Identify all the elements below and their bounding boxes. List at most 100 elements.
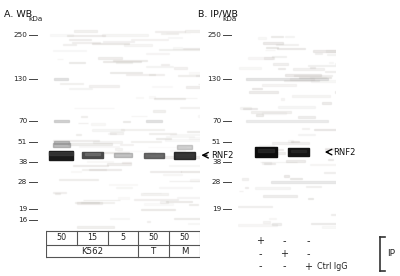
Bar <box>326 54 358 55</box>
Bar <box>154 98 185 99</box>
Bar <box>114 153 132 157</box>
Bar <box>54 193 60 194</box>
Text: 15: 15 <box>87 233 97 242</box>
Bar <box>54 140 69 144</box>
Text: 250: 250 <box>13 32 27 38</box>
Bar <box>168 37 182 38</box>
Bar <box>324 172 335 173</box>
Bar <box>272 223 281 225</box>
Bar <box>189 72 222 73</box>
Text: kDa: kDa <box>28 15 42 22</box>
Bar <box>160 49 202 51</box>
Bar <box>188 223 216 224</box>
Bar <box>164 174 182 175</box>
Bar <box>272 55 286 57</box>
Text: 50: 50 <box>149 233 159 242</box>
Text: 130: 130 <box>13 76 27 82</box>
Bar <box>144 153 164 158</box>
Bar <box>170 134 207 135</box>
Bar <box>315 52 322 54</box>
Text: kDa: kDa <box>222 15 236 22</box>
Bar <box>178 153 188 154</box>
Bar <box>306 186 320 187</box>
Bar <box>75 202 99 203</box>
Bar <box>325 71 347 73</box>
Bar <box>109 184 138 185</box>
Bar <box>113 60 146 61</box>
Bar <box>76 134 81 135</box>
Bar <box>290 178 302 179</box>
Bar <box>74 30 97 32</box>
Bar <box>166 201 192 202</box>
Bar <box>116 187 132 188</box>
Bar <box>252 88 262 89</box>
Bar <box>169 164 208 166</box>
Bar <box>92 43 129 44</box>
Bar <box>286 160 305 162</box>
Text: 5: 5 <box>120 233 126 242</box>
Bar <box>82 152 103 158</box>
Text: -: - <box>306 236 310 246</box>
Bar <box>166 136 194 137</box>
Text: -: - <box>258 249 262 259</box>
Bar <box>313 50 349 52</box>
Bar <box>110 132 123 134</box>
Bar <box>265 50 275 51</box>
Bar <box>263 221 270 223</box>
Bar <box>196 75 233 76</box>
Text: -: - <box>282 236 286 246</box>
Bar <box>299 77 331 78</box>
Bar <box>54 120 69 122</box>
Bar <box>82 169 106 170</box>
Bar <box>89 86 119 87</box>
Bar <box>298 134 315 136</box>
Bar <box>96 152 129 153</box>
Bar <box>278 68 285 69</box>
Bar <box>314 129 353 131</box>
Bar <box>258 149 274 152</box>
Bar <box>53 143 70 147</box>
Bar <box>93 141 122 143</box>
Text: T: T <box>151 247 156 256</box>
Bar <box>181 171 220 172</box>
Bar <box>285 74 320 76</box>
Bar <box>148 96 156 98</box>
Bar <box>248 57 273 59</box>
Bar <box>107 163 132 165</box>
Bar <box>262 162 270 164</box>
Bar <box>103 61 141 62</box>
Text: 28: 28 <box>18 179 27 185</box>
Bar <box>81 116 87 117</box>
Text: +: + <box>256 236 264 246</box>
Text: 38: 38 <box>212 159 221 165</box>
Bar <box>149 74 155 75</box>
Text: M: M <box>181 247 188 256</box>
Bar <box>174 67 187 68</box>
Bar <box>278 107 315 108</box>
Bar <box>84 153 100 155</box>
Bar <box>174 152 195 159</box>
Bar <box>178 75 212 76</box>
Bar <box>67 34 105 36</box>
Bar <box>238 224 277 226</box>
Bar <box>70 88 92 89</box>
Bar <box>146 120 162 122</box>
Bar <box>49 152 74 155</box>
Bar <box>73 165 108 166</box>
Bar <box>267 152 285 154</box>
Bar <box>123 121 130 122</box>
Bar <box>92 129 124 131</box>
Bar <box>126 74 164 75</box>
Text: 250: 250 <box>207 32 221 38</box>
Text: 19: 19 <box>18 206 27 211</box>
Text: 19: 19 <box>212 206 221 211</box>
Bar <box>136 97 143 98</box>
Bar <box>103 41 134 42</box>
Bar <box>110 72 142 73</box>
Bar <box>163 156 208 158</box>
Bar <box>116 62 132 63</box>
Bar <box>180 107 200 108</box>
Bar <box>284 176 289 177</box>
Bar <box>131 39 168 41</box>
Bar <box>161 64 168 65</box>
